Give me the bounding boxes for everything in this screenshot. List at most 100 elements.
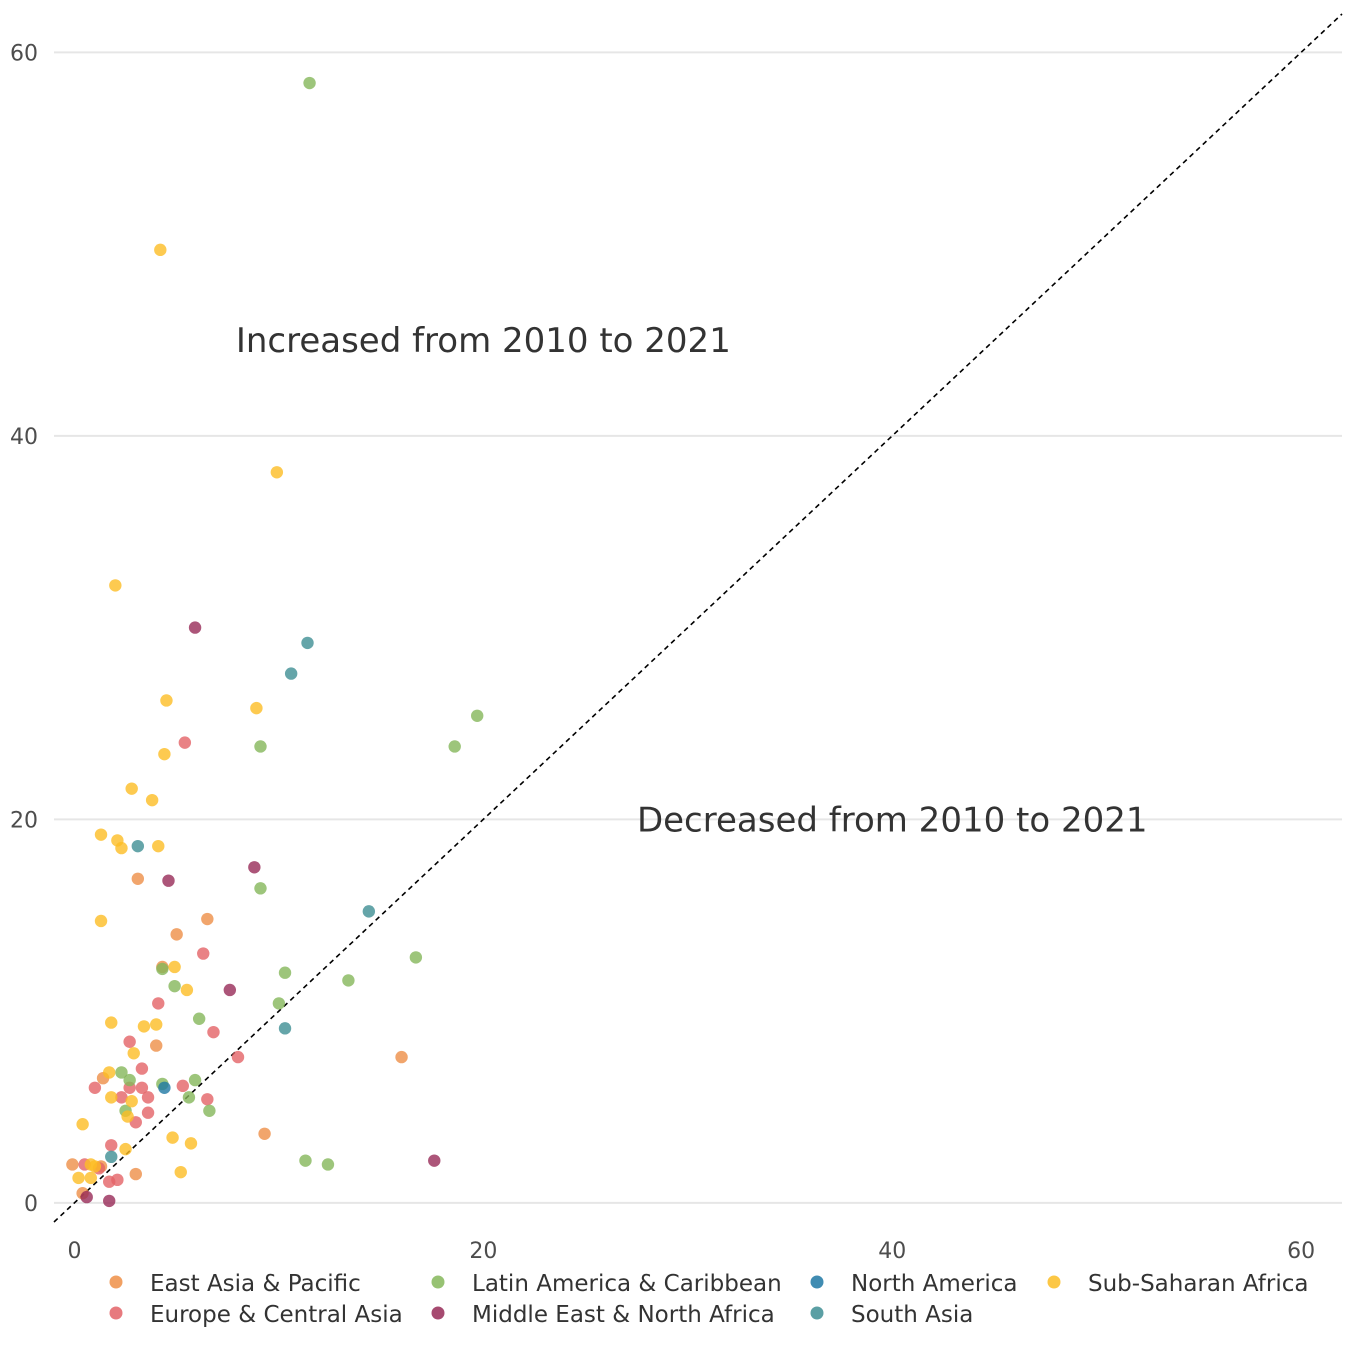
point-middle-east-north-africa [223, 983, 237, 997]
point-south-asia [362, 905, 376, 918]
point-europe-central-asia [197, 947, 210, 960]
legend-label: Latin America & Caribbean [472, 1271, 782, 1297]
point-sub-saharan-africa [174, 1165, 187, 1179]
legend-item-south-asia: South Asia [810, 1302, 973, 1328]
y-tick-label: 40 [10, 425, 38, 450]
point-latin-america-caribbean [156, 962, 169, 976]
point-europe-central-asia [135, 1081, 149, 1094]
point-europe-central-asia [135, 1062, 149, 1075]
point-latin-america-caribbean [192, 1012, 206, 1025]
point-sub-saharan-africa [121, 1110, 134, 1123]
legend-label: Middle East & North Africa [472, 1302, 775, 1328]
point-sub-saharan-africa [76, 1118, 89, 1131]
point-east-asia-pacific [170, 928, 183, 941]
point-europe-central-asia [207, 1025, 220, 1039]
point-sub-saharan-africa [154, 243, 167, 257]
point-latin-america-caribbean [272, 997, 286, 1010]
point-sub-saharan-africa [158, 747, 171, 761]
point-sub-saharan-africa [125, 1095, 138, 1108]
point-sub-saharan-africa [166, 1131, 179, 1144]
point-east-asia-pacific [258, 1127, 271, 1140]
point-latin-america-caribbean [448, 740, 461, 753]
legend-key [810, 1275, 824, 1289]
point-sub-saharan-africa [115, 841, 128, 855]
legend-item-europe-central-asia: Europe & Central Asia [109, 1302, 403, 1328]
point-east-asia-pacific [395, 1050, 408, 1064]
gridlines [54, 51, 1342, 1204]
reference-line [53, 13, 1343, 1223]
point-sub-saharan-africa [127, 1047, 140, 1060]
point-east-asia-pacific [201, 912, 214, 926]
point-sub-saharan-africa [125, 782, 138, 795]
point-sub-saharan-africa [152, 839, 165, 853]
annotation-increased: Increased from 2010 to 2021 [236, 321, 731, 361]
point-sub-saharan-africa [109, 579, 122, 592]
legend-item-east-asia-pacific: East Asia & Pacific [109, 1271, 361, 1297]
point-latin-america-caribbean [303, 76, 316, 90]
legend-key [109, 1275, 123, 1289]
legend-key [109, 1306, 123, 1320]
point-sub-saharan-africa [150, 1018, 163, 1031]
point-latin-america-caribbean [115, 1066, 128, 1079]
point-sub-saharan-africa [270, 466, 284, 479]
legend-key [810, 1306, 824, 1320]
x-tick-label: 40 [878, 1239, 906, 1264]
point-latin-america-caribbean [123, 1073, 136, 1087]
legend-item-north-america: North America [810, 1271, 1018, 1297]
legend-key [431, 1306, 445, 1320]
point-latin-america-caribbean [182, 1091, 196, 1104]
point-sub-saharan-africa [137, 1020, 151, 1033]
point-sub-saharan-africa [105, 1016, 118, 1029]
y-tick-label: 20 [10, 808, 38, 833]
point-europe-central-asia [178, 736, 192, 749]
point-sub-saharan-africa [84, 1171, 98, 1185]
point-east-asia-pacific [129, 1167, 142, 1181]
point-east-asia-pacific [131, 872, 145, 885]
legend-key [1047, 1275, 1061, 1289]
point-sub-saharan-africa [88, 1160, 102, 1173]
x-tick-label: 0 [67, 1239, 81, 1264]
point-latin-america-caribbean [342, 974, 355, 987]
legend-key [431, 1275, 445, 1289]
point-sub-saharan-africa [94, 914, 108, 928]
point-latin-america-caribbean [321, 1158, 335, 1171]
point-middle-east-north-africa [103, 1194, 116, 1208]
point-europe-central-asia [105, 1139, 118, 1152]
point-north-america [158, 1081, 171, 1094]
point-sub-saharan-africa [105, 1091, 118, 1104]
point-latin-america-caribbean [188, 1073, 202, 1087]
point-europe-central-asia [176, 1079, 189, 1093]
point-latin-america-caribbean [203, 1104, 216, 1117]
point-sub-saharan-africa [94, 828, 108, 841]
legend-label: East Asia & Pacific [150, 1271, 361, 1297]
point-middle-east-north-africa [188, 621, 202, 634]
point-europe-central-asia [115, 1091, 128, 1104]
y-tick-label: 60 [10, 41, 38, 66]
point-sub-saharan-africa [180, 983, 194, 997]
point-latin-america-caribbean [471, 709, 484, 722]
x-tick-label: 20 [469, 1239, 497, 1264]
point-east-asia-pacific [150, 1039, 163, 1052]
legend-label: South Asia [851, 1302, 973, 1328]
point-middle-east-north-africa [248, 861, 261, 874]
point-europe-central-asia [141, 1091, 155, 1104]
point-sub-saharan-africa [184, 1137, 198, 1150]
point-middle-east-north-africa [162, 874, 175, 887]
point-europe-central-asia [152, 997, 165, 1010]
point-south-asia [284, 667, 298, 680]
legend-item-sub-saharan-africa: Sub-Saharan Africa [1047, 1271, 1308, 1297]
point-europe-central-asia [201, 1093, 214, 1106]
x-axis-ticks: 0 20 40 60 [67, 1239, 1315, 1264]
legend-label: North America [851, 1271, 1018, 1297]
point-middle-east-north-africa [80, 1190, 93, 1204]
point-sub-saharan-africa [119, 1142, 132, 1156]
point-sub-saharan-africa [145, 793, 159, 807]
legend-item-latin-america-caribbean: Latin America & Caribbean [431, 1271, 782, 1297]
point-middle-east-north-africa [428, 1154, 441, 1167]
point-latin-america-caribbean [409, 951, 423, 964]
legend-label: Europe & Central Asia [150, 1302, 403, 1328]
point-sub-saharan-africa [72, 1171, 85, 1185]
point-europe-central-asia [103, 1175, 116, 1188]
point-europe-central-asia [88, 1081, 102, 1094]
point-sub-saharan-africa [160, 694, 173, 707]
